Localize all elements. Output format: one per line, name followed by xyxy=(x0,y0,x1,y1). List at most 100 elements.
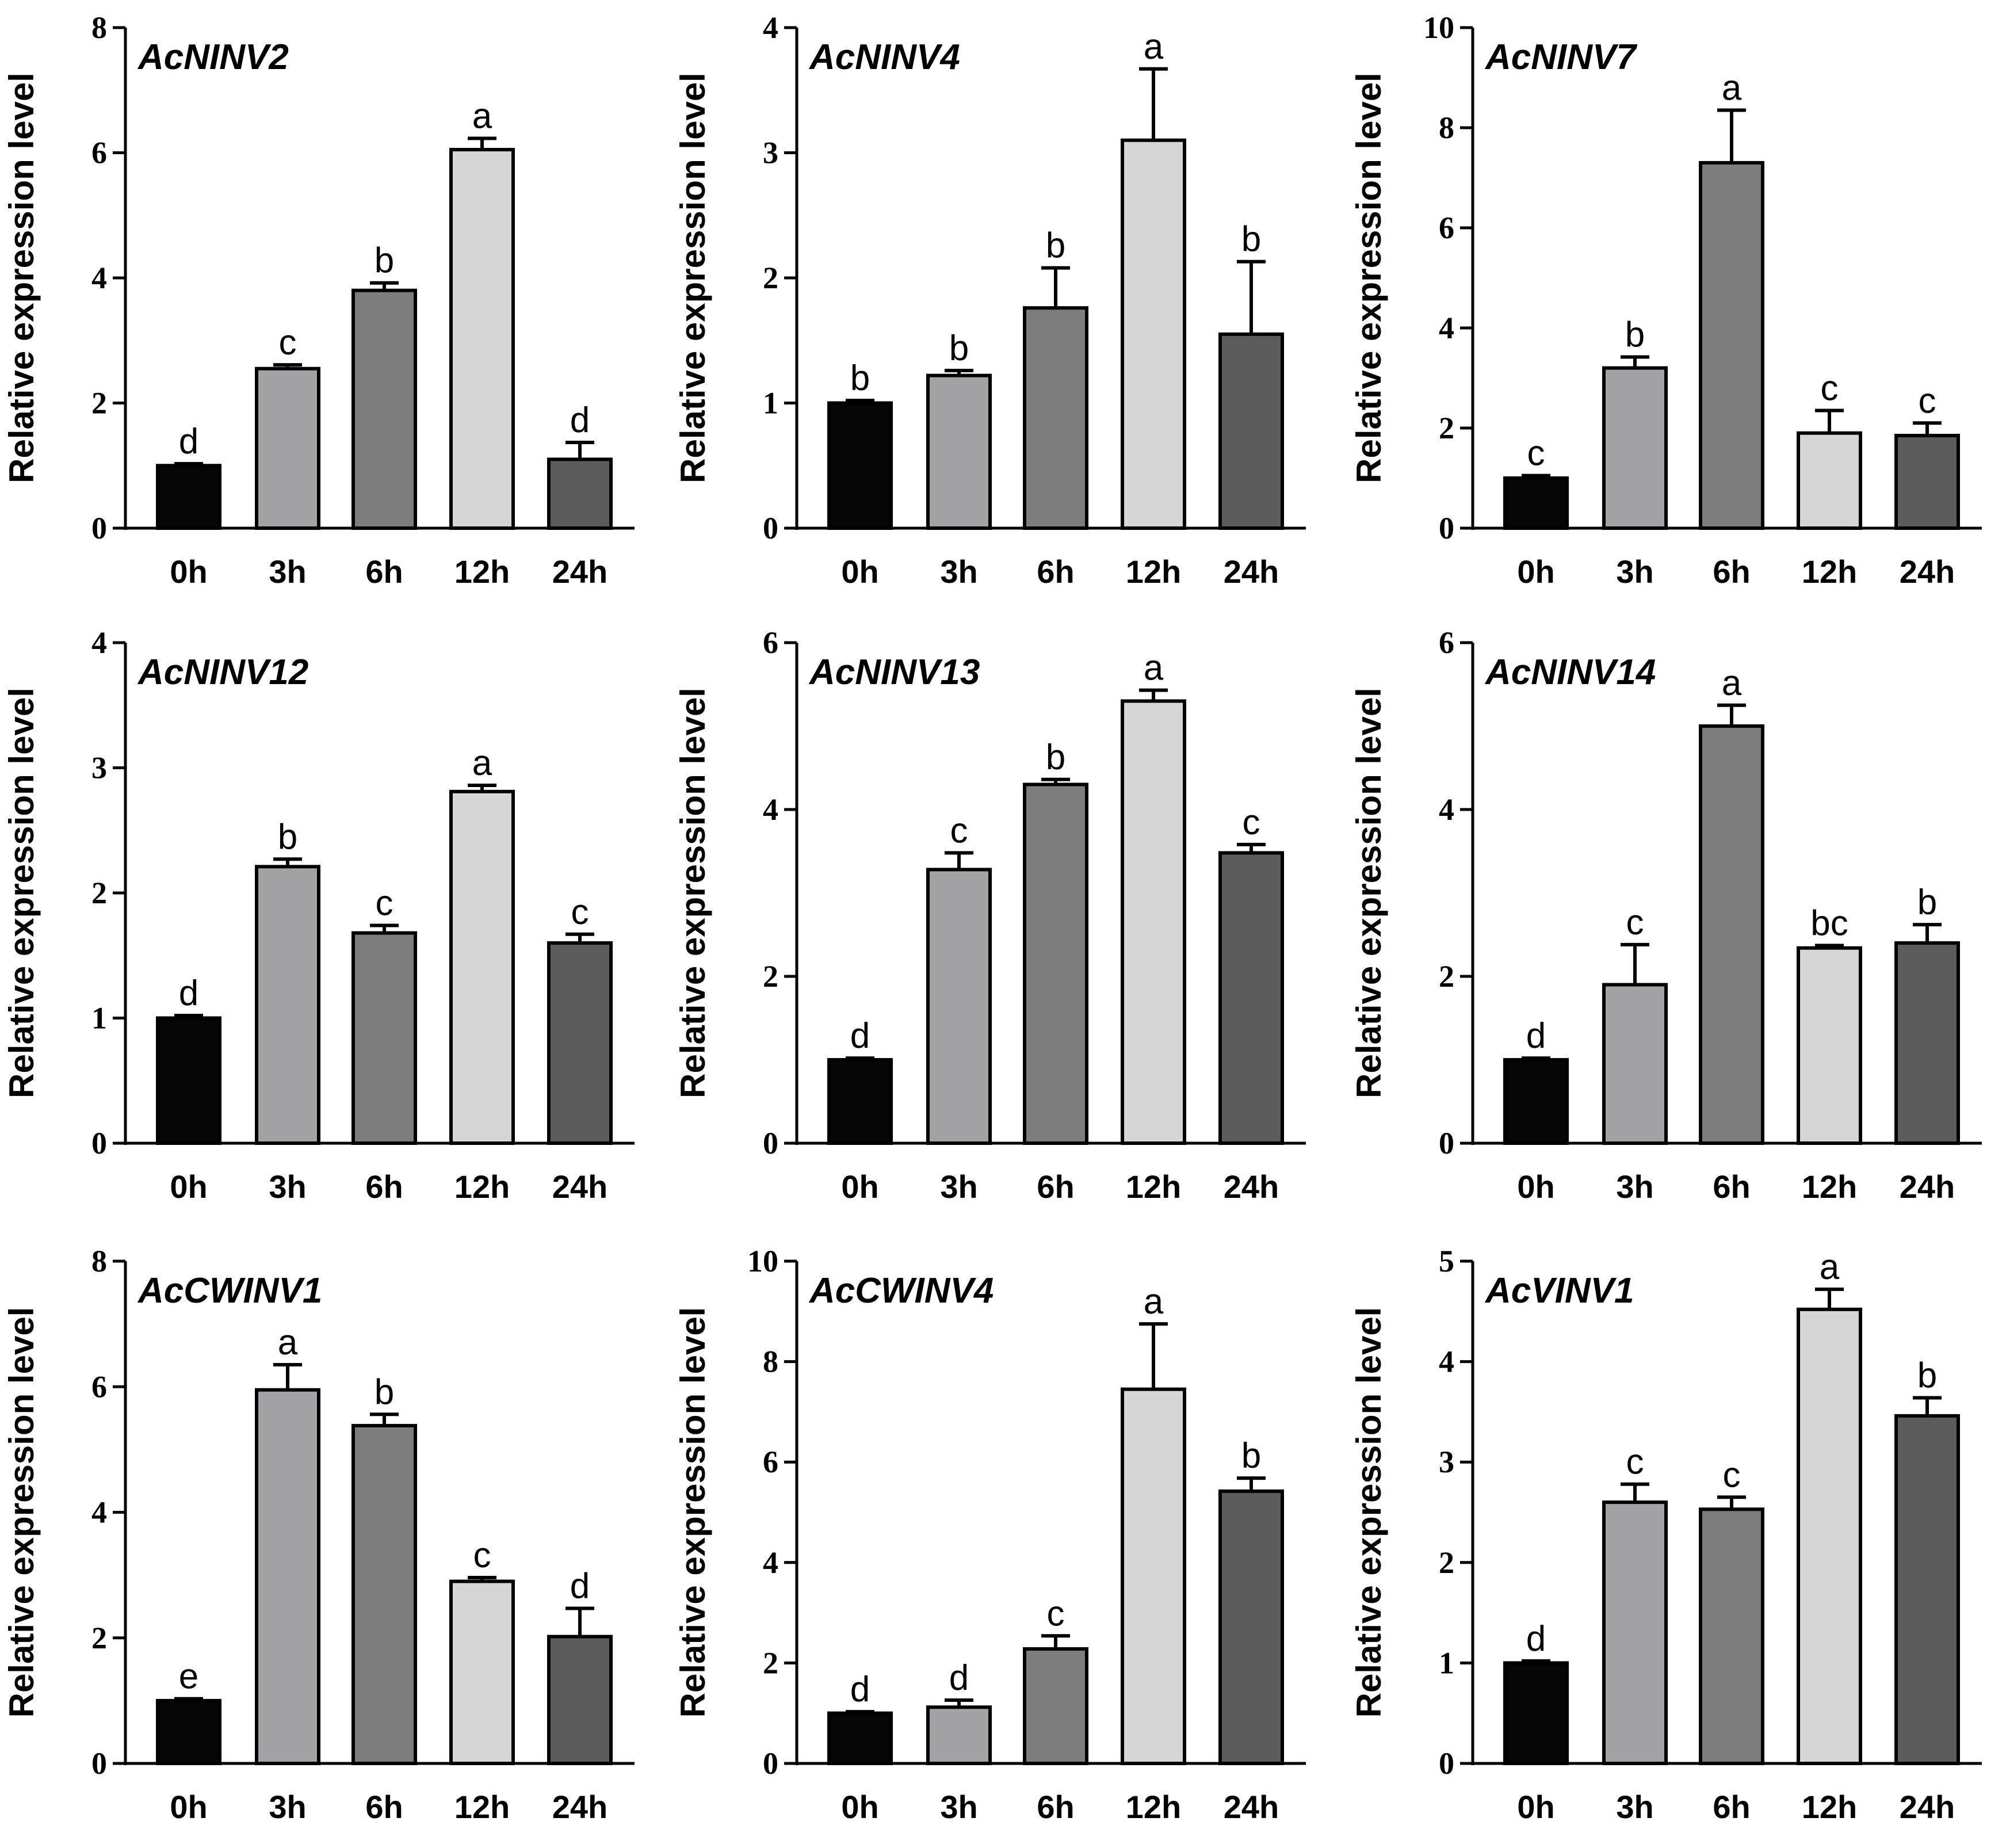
significance-letter: b xyxy=(1241,1436,1261,1476)
x-tick-label: 24h xyxy=(1900,1789,1955,1825)
y-tick-label: 4 xyxy=(763,792,778,827)
x-tick-label: 24h xyxy=(1224,1789,1279,1825)
bar xyxy=(1894,434,1960,530)
bar xyxy=(1699,1507,1764,1765)
y-tick-label: 8 xyxy=(763,1345,778,1379)
y-tick-label: 0 xyxy=(91,1746,107,1781)
bar xyxy=(351,1423,417,1765)
x-tick-label: 6h xyxy=(1037,1789,1074,1825)
x-tick-label: 0h xyxy=(841,1169,878,1205)
x-tick-label: 24h xyxy=(1900,1169,1955,1205)
bar xyxy=(1503,1661,1569,1765)
bar xyxy=(1699,724,1764,1145)
significance-letter: c xyxy=(950,811,968,850)
y-tick-label: 2 xyxy=(763,1645,778,1680)
panel-title: AcNINV4 xyxy=(808,37,960,77)
significance-letter: d xyxy=(850,1670,870,1709)
y-tick-label: 8 xyxy=(91,10,107,45)
panel-acninv14: 0 2 4 6 Relative expression level AcNINV14 d 0h… xyxy=(1350,625,1982,1205)
significance-letter: e xyxy=(179,1657,198,1697)
significance-letter: a xyxy=(1144,1282,1164,1322)
y-tick-label: 0 xyxy=(91,511,107,545)
x-tick-label: 0h xyxy=(170,1789,207,1825)
y-tick-label: 6 xyxy=(1439,211,1454,245)
bar xyxy=(827,1711,893,1765)
panel-acninv2: 0 2 4 6 8 Relative expression level AcNINV2 d 0h… xyxy=(2,10,635,590)
significance-letter: b xyxy=(1046,738,1065,777)
significance-letter: d xyxy=(949,1658,969,1698)
significance-letter: d xyxy=(570,400,590,440)
panel-accwinv4: 0 2 4 6 8 10 Relative expression level AcCWINV4… xyxy=(674,1244,1306,1825)
x-tick-label: 6h xyxy=(365,1789,403,1825)
y-axis-label: Relative expression level xyxy=(1350,688,1388,1098)
y-tick-label: 4 xyxy=(91,625,107,660)
x-tick-label: 3h xyxy=(1616,1789,1653,1825)
panel-title: AcNINV12 xyxy=(137,652,308,692)
y-tick-label: 2 xyxy=(91,386,107,421)
significance-letter: c xyxy=(1527,434,1545,474)
significance-letter: c xyxy=(1919,381,1936,421)
y-tick-label: 4 xyxy=(1439,311,1454,345)
x-tick-label: 0h xyxy=(170,553,207,590)
bar xyxy=(351,931,417,1145)
y-tick-label: 3 xyxy=(91,751,107,785)
bar xyxy=(1121,699,1186,1145)
significance-letter: b xyxy=(1625,315,1645,354)
significance-letter: c xyxy=(571,892,589,932)
x-tick-label: 0h xyxy=(1517,1789,1554,1825)
y-axis-label: Relative expression level xyxy=(674,1307,712,1718)
bar xyxy=(827,401,893,530)
significance-letter: a xyxy=(472,743,492,783)
bar xyxy=(547,1635,613,1765)
y-tick-label: 6 xyxy=(91,136,107,170)
y-tick-label: 4 xyxy=(1439,792,1454,827)
y-tick-label: 0 xyxy=(1439,1746,1454,1781)
significance-letter: c xyxy=(1047,1594,1065,1633)
significance-letter: d xyxy=(179,973,198,1013)
bar xyxy=(1023,782,1088,1145)
x-tick-label: 12h xyxy=(454,1789,510,1825)
x-tick-label: 24h xyxy=(552,553,608,590)
bar xyxy=(351,288,417,530)
x-tick-label: 3h xyxy=(940,1789,977,1825)
x-tick-label: 12h xyxy=(454,1169,510,1205)
x-tick-label: 3h xyxy=(269,553,306,590)
y-tick-label: 3 xyxy=(1439,1445,1454,1479)
panel-title: AcVINV1 xyxy=(1484,1271,1634,1311)
significance-letter: c xyxy=(1723,1455,1741,1495)
significance-letter: b xyxy=(375,1372,394,1412)
significance-letter: d xyxy=(570,1566,590,1606)
panel-acninv7: 0 2 4 6 8 10 Relative expression level AcNINV7 c… xyxy=(1350,10,1982,590)
y-tick-label: 2 xyxy=(91,1621,107,1655)
panel-title: AcNINV2 xyxy=(137,37,289,77)
x-tick-label: 6h xyxy=(365,553,403,590)
bar xyxy=(926,868,992,1146)
significance-letter: b xyxy=(1046,226,1065,266)
significance-letter: d xyxy=(850,1016,870,1056)
y-axis-label: Relative expression level xyxy=(674,72,712,483)
bar xyxy=(1797,1307,1862,1766)
x-tick-label: 12h xyxy=(1802,553,1858,590)
y-axis-label: Relative expression level xyxy=(2,688,41,1098)
y-tick-label: 3 xyxy=(763,136,778,170)
x-tick-label: 24h xyxy=(1224,553,1279,590)
y-tick-label: 4 xyxy=(763,10,778,45)
bar xyxy=(1023,306,1088,530)
bar xyxy=(926,373,992,530)
bar xyxy=(1602,1500,1668,1766)
y-axis-label: Relative expression level xyxy=(2,1307,41,1718)
y-tick-label: 0 xyxy=(763,1746,778,1781)
y-tick-label: 2 xyxy=(763,959,778,994)
x-tick-label: 3h xyxy=(269,1789,306,1825)
y-tick-label: 6 xyxy=(91,1369,107,1404)
panel-acvinv1: 0 1 2 3 4 5 Relative expression level AcVINV1 d 0… xyxy=(1350,1244,1982,1825)
bar xyxy=(1699,161,1764,530)
bar xyxy=(1503,1058,1569,1145)
bar xyxy=(255,865,320,1145)
significance-letter: c xyxy=(376,884,393,923)
bar xyxy=(547,941,613,1145)
y-axis-label: Relative expression level xyxy=(1350,72,1388,483)
y-axis-label: Relative expression level xyxy=(674,688,712,1098)
y-tick-label: 1 xyxy=(91,1001,107,1036)
